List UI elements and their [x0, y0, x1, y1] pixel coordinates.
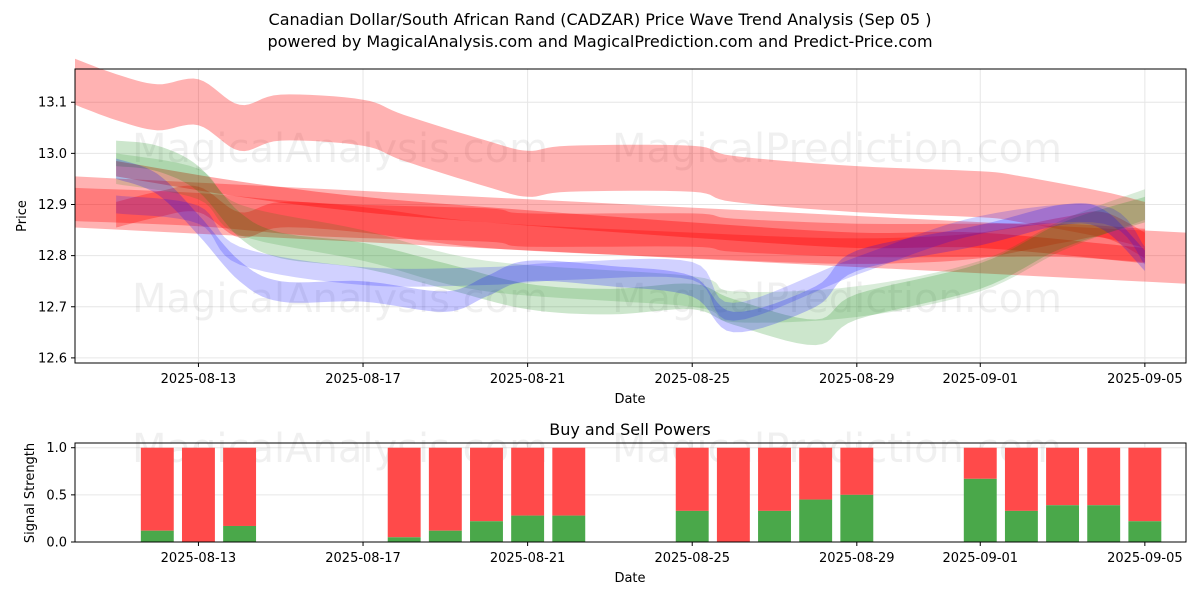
sell-power-bar [1046, 447, 1080, 506]
power-x-tick-label: 2025-09-05 [1107, 551, 1183, 566]
main-y-tick-label: 12.6 [38, 351, 67, 366]
main-x-tick-label: 2025-08-17 [325, 372, 401, 387]
power-x-tick-label: 2025-08-29 [819, 551, 895, 566]
main-watermarks: MagicalAnalysis.com MagicalPrediction.co… [132, 126, 1062, 322]
main-y-tick-label: 12.9 [38, 198, 67, 213]
wave-bands [75, 58, 1186, 346]
buy-power-bar [799, 499, 833, 542]
main-x-tick-label: 2025-08-21 [490, 372, 566, 387]
buy-power-bar [511, 515, 545, 542]
main-y-tick-label: 13.1 [38, 96, 67, 111]
main-plot-background [75, 69, 1186, 363]
sell-power-bar [223, 447, 257, 526]
red-wave-5-band [116, 185, 1145, 264]
sell-power-bar [675, 447, 709, 511]
green-wave-1-band [116, 140, 1145, 346]
price-wave-chart: MagicalAnalysis.com MagicalPrediction.co… [15, 58, 1187, 407]
power-x-axis-label: Date [614, 571, 645, 586]
watermark-text: MagicalPrediction.com [612, 276, 1062, 322]
main-x-axis-label: Date [614, 392, 645, 407]
main-x-tick-label: 2025-09-05 [1107, 372, 1183, 387]
buy-power-bar [552, 515, 586, 542]
main-x-tick-label: 2025-08-29 [819, 372, 895, 387]
main-y-tick-label: 13.0 [38, 147, 67, 162]
green-wave-2-band [116, 153, 1145, 323]
sell-power-bar [963, 447, 997, 479]
power-x-tick-label: 2025-08-13 [161, 551, 237, 566]
sell-power-bar [140, 447, 174, 531]
sell-power-bar [1087, 447, 1121, 506]
buy-power-bar [963, 478, 997, 542]
power-plot-background [75, 443, 1186, 542]
main-y-axis-label: Price [15, 200, 30, 232]
watermark-text: MagicalAnalysis.com [132, 276, 548, 322]
sell-power-bar [1128, 447, 1162, 522]
power-x-tick-label: 2025-09-01 [942, 551, 1018, 566]
main-x-tick-label: 2025-08-25 [654, 372, 730, 387]
sell-power-bar [552, 447, 586, 516]
sell-power-bar [758, 447, 791, 511]
power-x-tick-label: 2025-08-21 [490, 551, 566, 566]
red-wave-4-band [116, 161, 1145, 264]
red-wave-2-band [75, 176, 1186, 284]
buy-sell-powers-chart: Buy and Sell Powers MagicalAnalysis.com … [23, 420, 1187, 586]
main-x-tick-label: 2025-09-01 [942, 372, 1018, 387]
sell-power-bar [716, 447, 750, 542]
buy-power-bar [140, 530, 174, 542]
buy-power-bar [387, 537, 421, 542]
power-x-axis: 2025-08-13 2025-08-17 2025-08-21 2025-08-25… [161, 542, 1183, 566]
watermark-text: MagicalPrediction.com [612, 126, 1062, 172]
sell-power-bar [470, 447, 503, 522]
red-wave-3-band [75, 187, 1145, 262]
red-wave-1-band [75, 58, 1145, 248]
sell-power-bar [428, 447, 462, 531]
main-plot-frame [74, 68, 1187, 364]
blue-wave-1-band [116, 158, 1145, 333]
buy-power-bar [428, 530, 462, 542]
buy-power-bar [758, 510, 791, 542]
buy-power-bar [223, 525, 257, 542]
sell-power-bar [799, 447, 833, 500]
buy-power-bar [1128, 521, 1162, 542]
main-y-tick-label: 12.7 [38, 300, 67, 315]
main-x-tick-label: 2025-08-13 [161, 372, 237, 387]
power-bars [140, 447, 1162, 542]
power-y-axis: 0.0 0.5 1.0 [46, 441, 75, 551]
watermark-text: MagicalAnalysis.com [132, 126, 548, 172]
power-y-tick-label: 1.0 [46, 441, 67, 456]
blue-wave-2-band [116, 195, 1145, 321]
buy-power-bar [675, 510, 709, 542]
sell-power-bar [181, 447, 215, 542]
buy-power-bar [1087, 505, 1121, 542]
chart-title-line1: Canadian Dollar/South African Rand (CADZ… [269, 10, 932, 29]
power-x-tick-label: 2025-08-17 [325, 551, 401, 566]
chart-title-line2: powered by MagicalAnalysis.com and Magic… [267, 32, 932, 51]
power-y-tick-label: 0.0 [46, 536, 67, 551]
power-y-axis-label: Signal Strength [23, 443, 38, 543]
main-x-axis: 2025-08-13 2025-08-17 2025-08-21 2025-08-25… [161, 363, 1183, 387]
buy-power-bar [470, 521, 503, 542]
power-x-tick-label: 2025-08-25 [654, 551, 730, 566]
sell-power-bar [511, 447, 545, 516]
main-y-axis: 12.6 12.7 12.8 12.9 13.0 13.1 [38, 96, 75, 366]
sell-power-bar [387, 447, 421, 538]
main-y-tick-label: 12.8 [38, 249, 67, 264]
buy-power-bar [840, 494, 874, 542]
sell-power-bar [1004, 447, 1038, 511]
power-y-tick-label: 0.5 [46, 488, 67, 503]
power-chart-title: Buy and Sell Powers [549, 420, 711, 439]
main-grid [75, 69, 1186, 363]
buy-power-bar [1046, 505, 1080, 542]
power-plot-frame [74, 442, 1187, 543]
buy-power-bar [1004, 510, 1038, 542]
sell-power-bar [840, 447, 874, 495]
